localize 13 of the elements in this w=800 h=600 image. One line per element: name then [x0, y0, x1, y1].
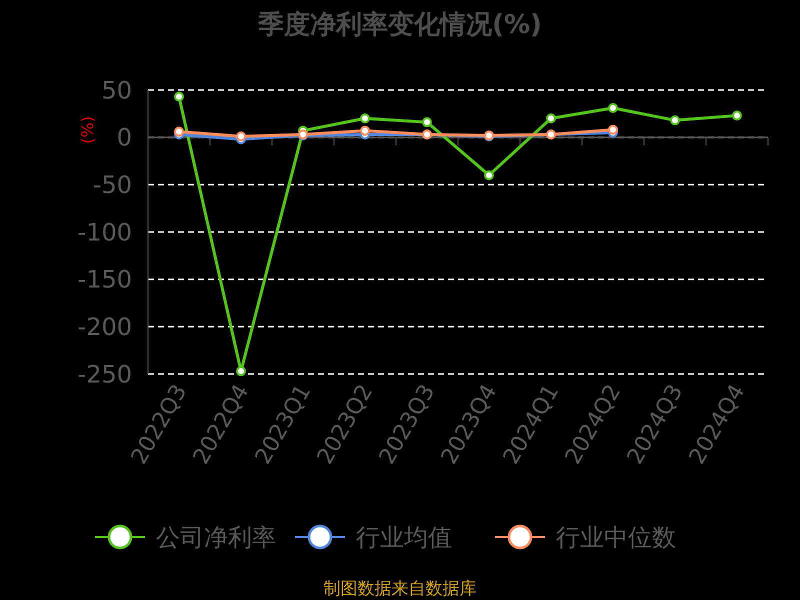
y-tick-label: -50	[92, 171, 132, 200]
y-tick-label: -250	[78, 360, 132, 388]
y-tick-label: -200	[78, 313, 132, 342]
y-tick-label: 50	[101, 76, 132, 104]
y-tick-label: -150	[78, 266, 132, 294]
legend-label: 行业均值	[356, 523, 452, 552]
text: 制图数据来自数据库	[324, 579, 476, 599]
y-tick-label: -100	[78, 218, 132, 246]
legend-label: 公司净利率	[156, 523, 276, 552]
y-tick-label: 0	[116, 124, 132, 152]
chart-title: 季度净利率变化情况(%)	[257, 10, 542, 40]
legend-label: 行业中位数	[556, 523, 676, 552]
y-axis-title: (%)	[78, 116, 97, 144]
